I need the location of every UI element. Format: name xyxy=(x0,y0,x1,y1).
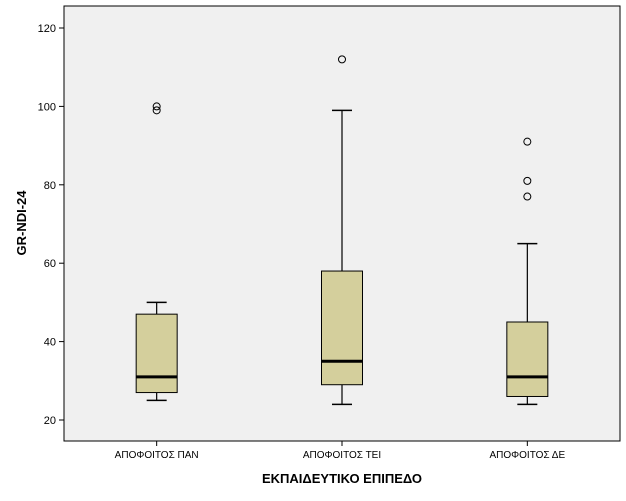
y-tick-label: 100 xyxy=(38,101,56,113)
y-axis-title: GR-NDI-24 xyxy=(14,190,29,256)
box-group xyxy=(321,55,363,406)
box xyxy=(135,313,178,394)
outlier-point xyxy=(152,106,161,115)
y-tick-label: 80 xyxy=(44,180,56,192)
y-tick-label: 120 xyxy=(38,23,56,35)
x-tick-label: ΑΠΟΦΟΙΤΟΣ ΤΕΙ xyxy=(303,450,381,461)
x-axis: ΑΠΟΦΟΙΤΟΣ ΠΑΝ ΑΠΟΦΟΙΤΟΣ ΤΕΙ ΑΠΟΦΟΙΤΟΣ ΔΕ xyxy=(115,441,565,461)
y-tick-label: 20 xyxy=(44,415,56,427)
box xyxy=(321,270,363,386)
outlier-point xyxy=(523,192,532,201)
box-group xyxy=(506,137,549,406)
y-tick-label: 60 xyxy=(44,258,56,270)
y-axis: 20 40 60 80 100 120 xyxy=(38,23,64,427)
outlier-point xyxy=(338,55,346,64)
x-tick-label: ΑΠΟΦΟΙΤΟΣ ΔΕ xyxy=(489,450,565,461)
box-group xyxy=(135,102,178,402)
x-tick-label: ΑΠΟΦΟΙΤΟΣ ΠΑΝ xyxy=(115,450,199,461)
y-tick-label: 40 xyxy=(44,337,56,349)
box xyxy=(506,321,549,397)
outlier-point xyxy=(523,137,532,146)
outlier-point xyxy=(152,102,161,111)
x-axis-title: ΕΚΠΑΙΔΕΥΤΙΚΟ ΕΠΙΠΕΔΟ xyxy=(262,471,422,486)
boxes xyxy=(135,55,549,406)
outlier-point xyxy=(523,176,532,185)
